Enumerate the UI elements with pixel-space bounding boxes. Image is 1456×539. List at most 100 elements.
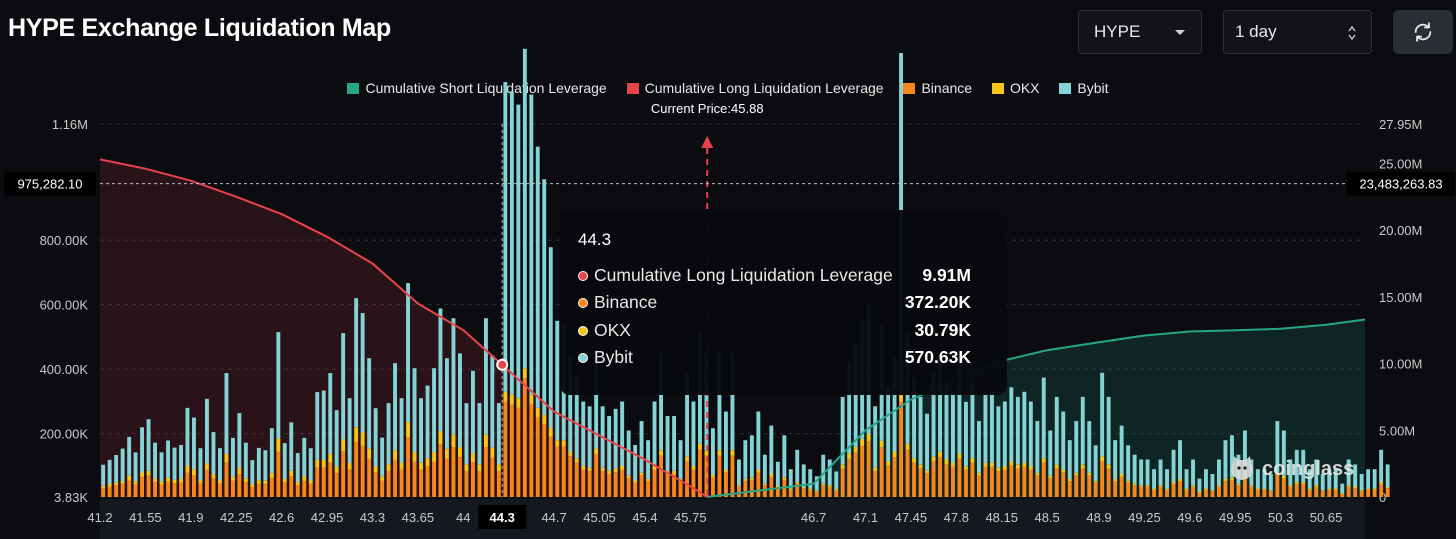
bar-binance — [918, 468, 923, 497]
time-range-select[interactable]: 1 day — [1223, 10, 1372, 54]
bar-okx — [166, 477, 170, 482]
bar-bybit — [276, 332, 281, 439]
bar-okx — [399, 462, 404, 470]
legend-swatch — [347, 83, 360, 94]
bar-bybit — [1139, 459, 1144, 486]
legend-item-short[interactable]: Cumulative Short Liquidation Leverage — [347, 80, 607, 96]
bar-bybit — [1106, 396, 1111, 465]
bar-bybit — [146, 419, 151, 471]
right-tick-label: 20.00M — [1379, 223, 1422, 238]
bar-okx — [873, 467, 878, 472]
bar-binance — [1093, 482, 1098, 497]
bar-bybit — [769, 425, 774, 474]
legend-item-long[interactable]: Cumulative Long Liquidation Leverage — [626, 80, 884, 96]
bar-binance — [529, 404, 534, 497]
legend-item-binance[interactable]: Binance — [903, 80, 972, 96]
bar-bybit — [159, 452, 164, 482]
bar-okx — [256, 480, 261, 484]
tooltip-row-okx: OKX 30.79K — [578, 317, 989, 344]
bar-bybit — [568, 354, 573, 452]
bar-bybit — [788, 469, 793, 489]
bar-bybit — [607, 416, 612, 471]
bar-binance — [685, 461, 689, 497]
bar-bybit — [737, 459, 741, 486]
bar-bybit — [367, 358, 372, 449]
coin-select[interactable]: HYPE — [1078, 10, 1202, 54]
bar-binance — [347, 469, 352, 497]
x-tick-label: 50.65 — [1310, 510, 1343, 525]
bar-okx — [1145, 485, 1150, 487]
bar-bybit — [821, 454, 826, 484]
bar-okx — [367, 448, 372, 459]
bar-okx — [1236, 483, 1241, 486]
tooltip-label: Bybit — [594, 346, 633, 367]
bar-bybit — [1171, 449, 1176, 483]
bar-binance — [237, 474, 242, 497]
bar-okx — [484, 434, 488, 448]
bar-binance — [860, 445, 865, 497]
bar-okx — [886, 461, 891, 466]
bar-bybit — [256, 447, 261, 481]
tooltip-label: Binance — [594, 292, 658, 313]
bar-binance — [308, 483, 313, 497]
bar-binance — [477, 471, 482, 497]
bar-okx — [101, 485, 106, 489]
bar-okx — [516, 398, 521, 408]
bar-bybit — [179, 445, 183, 479]
bar-binance — [302, 480, 307, 497]
bar-binance — [1268, 491, 1273, 497]
bar-binance — [120, 483, 125, 497]
bar-okx — [289, 470, 294, 477]
bar-binance — [153, 482, 157, 497]
bar-binance — [951, 466, 955, 497]
tooltip-value: 372.20K — [904, 292, 971, 313]
bar-bybit — [977, 421, 981, 473]
bar-binance — [231, 480, 235, 497]
legend-item-okx[interactable]: OKX — [991, 80, 1040, 96]
bar-okx — [814, 490, 819, 492]
legend-item-bybit[interactable]: Bybit — [1059, 80, 1109, 96]
bar-binance — [613, 472, 618, 497]
bar-okx — [1197, 491, 1202, 493]
bar-okx — [769, 474, 774, 477]
bar-bybit — [1385, 464, 1390, 487]
bar-okx — [1230, 477, 1234, 480]
x-axis-band — [100, 499, 1365, 539]
chart-legend: Cumulative Short Liquidation Leverage Cu… — [0, 80, 1456, 96]
left-tick-label: 800.00K — [40, 233, 89, 248]
bar-binance — [1262, 489, 1267, 497]
bar-bybit — [1268, 474, 1273, 491]
bar-bybit — [1379, 449, 1384, 483]
bar-okx — [775, 486, 780, 488]
bar-bybit — [107, 459, 112, 484]
bar-okx — [354, 427, 359, 442]
bar-okx — [633, 480, 638, 483]
bar-binance — [360, 446, 365, 497]
bar-okx — [756, 469, 761, 473]
bar-okx — [328, 453, 333, 463]
crosshair-point — [496, 358, 509, 371]
legend-swatch — [626, 83, 639, 94]
bar-bybit — [1165, 469, 1169, 489]
refresh-button[interactable] — [1393, 10, 1453, 54]
bar-okx — [1262, 488, 1267, 490]
bar-bybit — [1353, 464, 1358, 487]
bar-binance — [594, 454, 599, 497]
bar-bybit — [1087, 421, 1092, 473]
tooltip-value: 9.91M — [922, 265, 971, 285]
bar-bybit — [840, 396, 845, 465]
bar-okx — [951, 462, 955, 467]
bar-bybit — [672, 416, 676, 471]
bar-binance — [464, 471, 469, 497]
bar-bybit — [1178, 440, 1182, 479]
bar-okx — [574, 458, 579, 463]
bar-okx — [879, 440, 884, 448]
bar-binance — [704, 455, 709, 497]
bar-binance — [218, 483, 222, 497]
bar-binance — [393, 459, 397, 497]
bar-bybit — [166, 440, 170, 478]
bar-bybit — [951, 391, 955, 463]
bar-binance — [1307, 489, 1312, 497]
x-tick-label: 41.55 — [129, 510, 162, 525]
